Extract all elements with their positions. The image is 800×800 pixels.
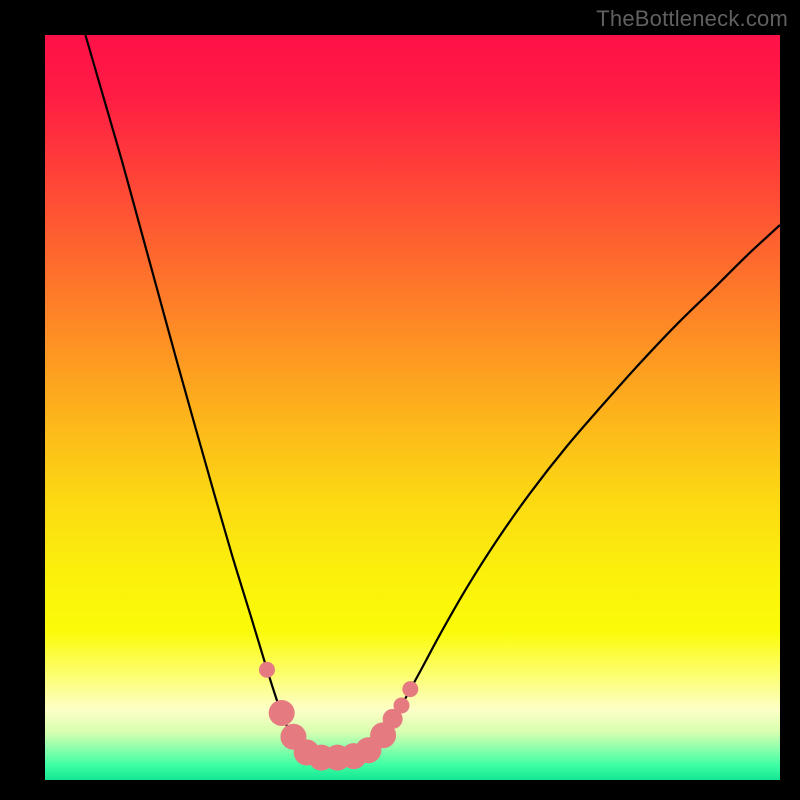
curve-marker <box>259 662 275 678</box>
bottleneck-chart <box>0 0 800 800</box>
curve-marker <box>269 700 295 726</box>
gradient-plot-area <box>45 35 780 780</box>
chart-container: TheBottleneck.com <box>0 0 800 800</box>
curve-marker <box>393 698 409 714</box>
curve-marker <box>402 681 418 697</box>
watermark-text: TheBottleneck.com <box>596 6 788 32</box>
